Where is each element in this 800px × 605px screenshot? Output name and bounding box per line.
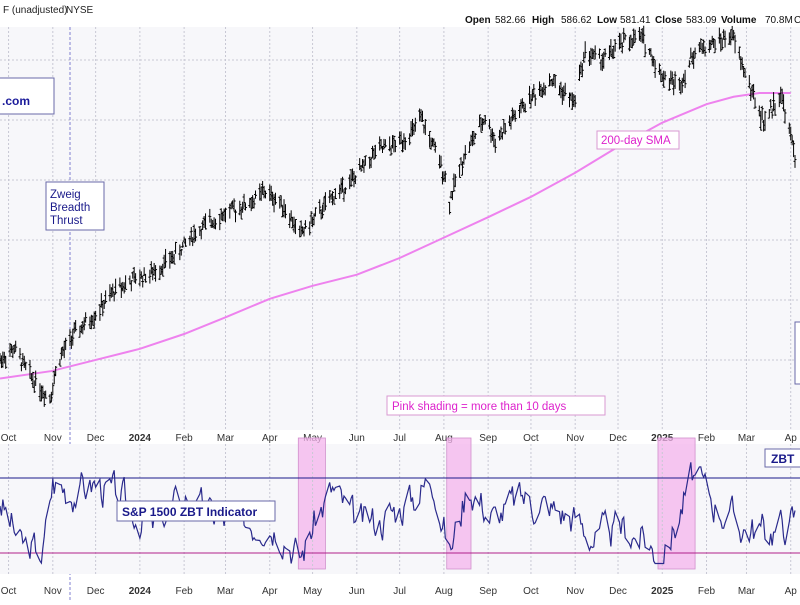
price-x-tick-label: Oct: [1, 433, 17, 444]
indicator-x-tick-label: Apr: [262, 586, 278, 597]
zweig-text-1: Zweig: [50, 189, 81, 201]
indicator-shading: [297, 437, 696, 570]
price-x-tick-label: Sep: [479, 433, 497, 444]
indicator-x-tick-label: Jun: [349, 586, 365, 597]
indicator-x-tick-label: Ap: [785, 586, 798, 597]
indicator-x-tick-label: 2025: [651, 586, 674, 597]
zbt-tag-box: [764, 448, 800, 468]
indicator-x-tick-label: Dec: [87, 586, 105, 597]
header-bar: [0, 0, 800, 26]
indicator-x-tick-label: Sep: [479, 586, 497, 597]
sma-label-box: [596, 130, 680, 150]
indicator-x-tick-label: Aug: [435, 586, 453, 597]
volume-label: Volume: [721, 15, 757, 26]
zweig-text-2: Breadth: [50, 202, 90, 214]
indicator-x-tick-label: Feb: [176, 586, 194, 597]
open-label: Open: [465, 15, 491, 26]
price-x-tick-label: Dec: [87, 433, 105, 444]
indicator-x-tick-label: 2024: [129, 586, 152, 597]
indicator-x-tick-label: May: [303, 586, 322, 597]
price-x-tick-label: Feb: [698, 433, 716, 444]
indicator-x-tick-label: Dec: [609, 586, 627, 597]
close-value: 583.09: [686, 15, 717, 26]
price-x-tick-label: Dec: [609, 433, 627, 444]
indicator-x-tick-label: Jul: [393, 586, 406, 597]
price-series: [0, 25, 797, 407]
price-x-tick-label: Nov: [44, 433, 62, 444]
sma-200-line: [0, 92, 791, 380]
indicator-x-tick-label: Mar: [738, 586, 756, 597]
indicator-x-tick-label: Mar: [217, 586, 235, 597]
indicator-x-tick-label: Nov: [566, 586, 584, 597]
pink-note-text: Pink shading = more than 10 days: [392, 401, 566, 413]
price-x-tick-label: Jun: [349, 433, 365, 444]
price-x-tick-label: 2024: [129, 433, 152, 444]
price-x-tick-label: Mar: [217, 433, 235, 444]
open-value: 582.66: [495, 15, 526, 26]
indicator-x-tick-label: Oct: [1, 586, 17, 597]
shaded-range: [297, 437, 326, 570]
close-label: Close: [655, 15, 683, 26]
indicator-x-axis: Oct Nov Dec 2024 Feb Mar Apr May Jun Jul Aug Sep Oct…: [1, 586, 797, 597]
price-x-tick-label: Feb: [176, 433, 194, 444]
high-label: High: [532, 15, 554, 26]
edge-box: [794, 321, 800, 385]
indicator-x-tick-label: Oct: [523, 586, 539, 597]
indicator-label-text: S&P 1500 ZBT Indicator: [122, 505, 257, 519]
low-value: 581.41: [620, 15, 651, 26]
price-x-tick-label: Ap: [785, 433, 798, 444]
price-x-tick-label: Apr: [262, 433, 278, 444]
indicator-x-tick-label: Nov: [44, 586, 62, 597]
zweig-label-box: [45, 181, 105, 231]
zweig-text-3: Thrust: [50, 215, 83, 227]
price-grid: [0, 27, 800, 430]
url-text: .com: [2, 94, 30, 108]
pink-note-box: [386, 395, 606, 416]
indicator-label-box: [116, 500, 276, 522]
indicator-x-tick-label: Feb: [698, 586, 716, 597]
price-x-tick-label: Nov: [566, 433, 584, 444]
price-x-tick-label: Mar: [738, 433, 756, 444]
ticker-label: F (unadjusted): [3, 5, 67, 16]
exchange-label: NYSE: [66, 5, 94, 16]
sma-label-text: 200-day SMA: [601, 135, 671, 147]
shaded-range: [657, 437, 696, 570]
url-box: [0, 77, 55, 115]
edge-fragment: C: [794, 15, 800, 26]
low-label: Low: [597, 15, 617, 26]
price-x-tick-label: Aug: [435, 433, 453, 444]
price-x-tick-label: Jul: [393, 433, 406, 444]
volume-value: 70.8M: [765, 15, 793, 26]
zbt-tag-text: ZBT: [771, 452, 795, 466]
high-value: 586.62: [561, 15, 592, 26]
price-x-tick-label: Oct: [523, 433, 539, 444]
